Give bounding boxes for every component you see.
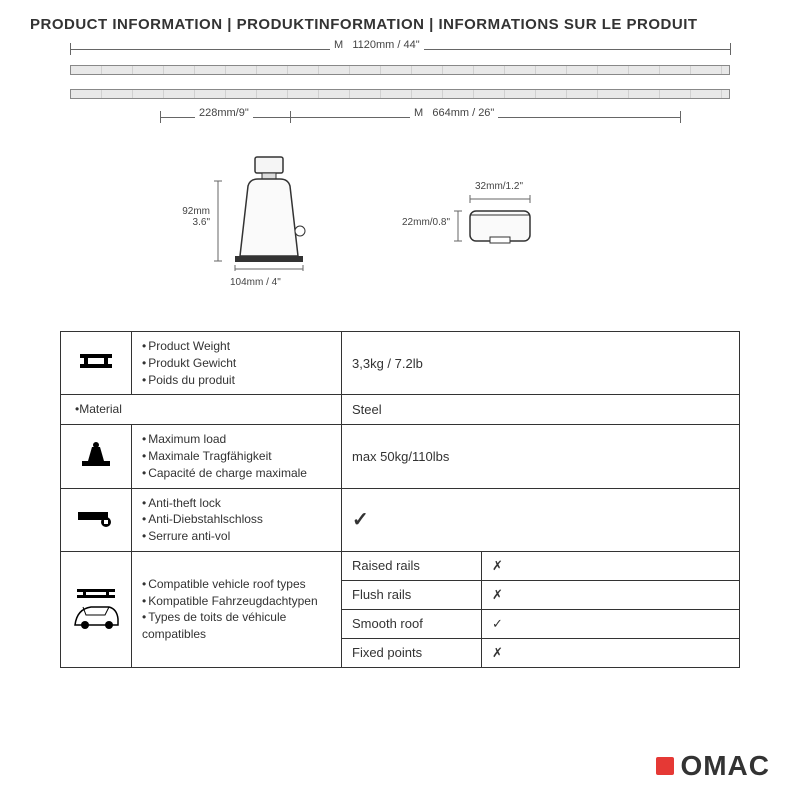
crossbar-top xyxy=(70,65,730,75)
compat-row-mark: ✗ xyxy=(482,551,740,580)
weight-icon xyxy=(61,332,132,395)
table-row: •Material Steel xyxy=(61,395,740,425)
load-labels: Maximum load Maximale Tragfähigkeit Capa… xyxy=(132,425,342,488)
vehicle-icon xyxy=(61,551,132,667)
load-value: max 50kg/110lbs xyxy=(342,425,740,488)
crossbar-bottom xyxy=(70,89,730,99)
compat-row-mark: ✗ xyxy=(482,638,740,667)
table-row: Compatible vehicle roof types Kompatible… xyxy=(61,551,740,580)
profile-diagram xyxy=(430,181,570,261)
compat-labels: Compatible vehicle roof types Kompatible… xyxy=(132,551,342,667)
compat-row-mark: ✓ xyxy=(482,609,740,638)
compat-row-name: Flush rails xyxy=(342,580,482,609)
table-row: Anti-theft lock Anti-Diebstahlschloss Se… xyxy=(61,488,740,551)
table-row: Maximum load Maximale Tragfähigkeit Capa… xyxy=(61,425,740,488)
dim-bracket-width: 104mm / 4" xyxy=(230,277,281,288)
lock-value: ✓ xyxy=(342,488,740,551)
dim-inner-length: 664mm / 26" xyxy=(432,107,494,119)
technical-diagram: M 1120mm / 44" 228mm/9" M 664mm / 26" 92 xyxy=(30,41,770,321)
dim-total-letter: M xyxy=(334,39,343,51)
compat-row-mark: ✗ xyxy=(482,580,740,609)
compat-row-name: Raised rails xyxy=(342,551,482,580)
dim-total-length: 1120mm / 44" xyxy=(352,39,419,51)
material-label: •Material xyxy=(61,395,342,425)
compat-row-name: Smooth roof xyxy=(342,609,482,638)
table-row: Product Weight Produkt Gewicht Poids du … xyxy=(61,332,740,395)
dim-inner-letter: M xyxy=(414,107,423,119)
logo-accent-icon xyxy=(656,757,674,775)
dim-profile-height: 22mm/0.8" xyxy=(400,217,450,228)
bracket-diagram xyxy=(200,151,340,271)
material-value: Steel xyxy=(342,395,740,425)
dim-offset: 228mm/9" xyxy=(195,107,253,119)
spec-table: Product Weight Produkt Gewicht Poids du … xyxy=(60,331,740,668)
load-icon xyxy=(61,425,132,488)
dim-profile-width: 32mm/1.2" xyxy=(475,181,523,192)
page-title: PRODUCT INFORMATION | PRODUKTINFORMATION… xyxy=(0,0,800,41)
lock-icon xyxy=(61,488,132,551)
compat-row-name: Fixed points xyxy=(342,638,482,667)
brand-logo: OMAC xyxy=(656,750,770,782)
weight-value: 3,3kg / 7.2lb xyxy=(342,332,740,395)
dim-bracket-height: 92mm 3.6" xyxy=(170,206,210,228)
weight-labels: Product Weight Produkt Gewicht Poids du … xyxy=(132,332,342,395)
lock-labels: Anti-theft lock Anti-Diebstahlschloss Se… xyxy=(132,488,342,551)
